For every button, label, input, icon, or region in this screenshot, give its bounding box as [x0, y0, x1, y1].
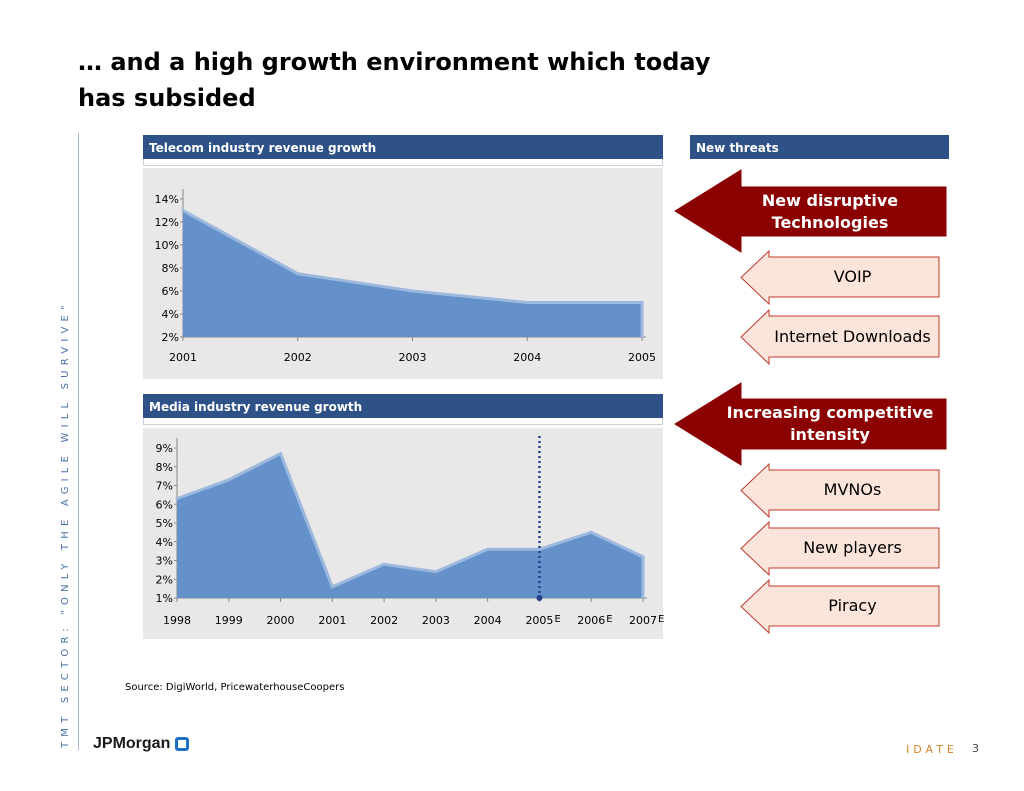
minor-threat-arrow: [740, 462, 940, 519]
data-point: [227, 478, 231, 482]
source-note: Source: DigiWorld, PricewaterhouseCooper…: [125, 682, 345, 693]
sidebar-divider: [78, 133, 79, 750]
y-tick-label: 2%: [162, 331, 179, 344]
x-tick-label: 2002: [284, 351, 312, 364]
data-point: [486, 547, 490, 551]
data-point: [434, 570, 438, 574]
x-tick-label: 2001: [169, 351, 197, 364]
threat-label: Internet Downloads: [774, 327, 931, 346]
forecast-divider-dot: [536, 595, 543, 601]
threat-label: Piracy: [828, 596, 877, 615]
x-tick-label: 2007: [629, 614, 657, 627]
x-tick-label: 1999: [215, 614, 243, 627]
data-point: [279, 452, 283, 456]
data-point: [589, 530, 593, 534]
area-fill: [177, 453, 643, 598]
threat-label: MVNOs: [823, 480, 882, 499]
y-tick-label: 2%: [156, 573, 173, 586]
y-tick-label: 8%: [162, 262, 179, 275]
data-point: [175, 497, 179, 501]
estimate-marker: E: [658, 614, 664, 625]
media-panel-strip: [143, 418, 663, 425]
data-point: [525, 301, 529, 304]
media-growth-chart: 9% 8% 7% 6% 5% 4% 3% 2% 1% 1998 1999 2000 2001 2002 20…: [156, 436, 664, 627]
x-tick-label: 2004: [513, 351, 541, 364]
major-threat-arrow: [674, 169, 947, 253]
octagon-logo-icon: [175, 737, 190, 751]
x-tick-label: 2004: [474, 614, 502, 627]
y-tick-label: 10%: [155, 239, 179, 252]
page-number: 3: [972, 742, 979, 755]
y-tick-label: 12%: [155, 216, 179, 229]
data-point: [640, 301, 644, 304]
x-tick-label: 2005: [525, 614, 553, 627]
media-panel-header: Media industry revenue growth: [143, 394, 663, 418]
slide-title: … and a high growth environment which to…: [78, 48, 711, 112]
data-point: [382, 562, 386, 566]
sidebar-tagline: TMT SECTOR: "ONLY THE AGILE WILL SURVIVE…: [60, 300, 71, 748]
estimate-marker: E: [554, 614, 560, 625]
estimate-marker: E: [606, 614, 612, 625]
y-tick-label: 4%: [162, 308, 179, 321]
y-tick-label: 9%: [156, 442, 173, 455]
x-tick-label: 2003: [399, 351, 427, 364]
y-tick-label: 4%: [156, 536, 173, 549]
threat-label: New players: [803, 538, 902, 557]
data-point: [330, 585, 334, 589]
minor-threat-arrow: [740, 520, 940, 577]
x-tick-label: 2006: [577, 614, 605, 627]
area-fill: [183, 210, 642, 337]
y-tick-label: 6%: [162, 285, 179, 298]
x-tick-label: 2003: [422, 614, 450, 627]
data-point: [641, 555, 645, 559]
major-threat-arrow: [674, 382, 947, 466]
y-tick-label: 7%: [156, 480, 173, 493]
footer-brand: IDATE: [906, 743, 958, 756]
y-tick-label: 1%: [156, 592, 173, 605]
minor-threat-arrow: [740, 578, 940, 635]
x-tick-label: 2000: [267, 614, 295, 627]
y-tick-label: 14%: [155, 193, 179, 206]
minor-threat-arrow: [740, 308, 940, 366]
threat-label: VOIP: [833, 267, 872, 286]
y-tick-label: 3%: [156, 555, 173, 568]
y-tick-label: 6%: [156, 498, 173, 511]
area-outline: [182, 209, 644, 337]
logo-text: JPMorgan: [93, 735, 171, 752]
y-tick-label: 8%: [156, 461, 173, 474]
data-point: [537, 547, 541, 551]
x-tick-label: 2002: [370, 614, 398, 627]
threat-label: New disruptive Technologies: [761, 191, 899, 232]
telecom-growth-chart: 14% 12% 10% 8% 6% 4% 2% 2001 2002 2003 2004 2005: [155, 189, 656, 364]
x-tick-label: 2001: [318, 614, 346, 627]
x-tick-label: 2005: [628, 351, 656, 364]
data-point: [296, 272, 300, 276]
x-tick-label: 1998: [163, 614, 191, 627]
data-point: [411, 289, 414, 293]
telecom-panel-strip: [143, 159, 663, 166]
threats-panel-header: New threats: [690, 135, 949, 159]
threats-arrows: [674, 169, 947, 635]
y-tick-label: 5%: [156, 517, 173, 530]
minor-threat-arrow: [740, 249, 940, 306]
threat-label: Increasing competitive intensity: [726, 403, 934, 444]
telecom-panel-header: Telecom industry revenue growth: [143, 135, 663, 159]
data-point: [181, 209, 185, 212]
jpmorgan-logo: JPMorgan: [93, 735, 190, 753]
